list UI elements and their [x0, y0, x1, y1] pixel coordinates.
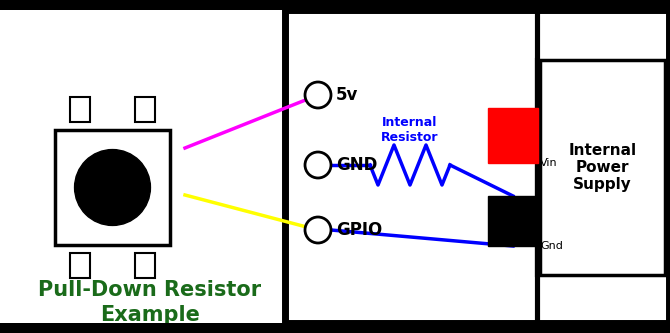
Bar [488, 196, 538, 246]
Bar [0, 0, 670, 10]
Text: Internal
Power
Supply: Internal Power Supply [568, 143, 636, 192]
Circle shape [305, 152, 331, 178]
Bar [135, 97, 155, 122]
Circle shape [74, 150, 151, 225]
Circle shape [305, 82, 331, 108]
Bar [285, 10, 669, 323]
Bar [135, 253, 155, 278]
Circle shape [305, 217, 331, 243]
Bar [55, 130, 170, 245]
Bar [0, 323, 670, 333]
Text: GPIO: GPIO [336, 221, 383, 239]
Text: GND: GND [336, 156, 377, 174]
Bar [70, 97, 90, 122]
Text: 5v: 5v [336, 86, 358, 104]
Text: Pull-Down Resistor: Pull-Down Resistor [38, 280, 261, 300]
Text: Vin: Vin [540, 158, 557, 168]
Bar [488, 108, 538, 163]
Text: Internal
Resistor: Internal Resistor [381, 116, 439, 144]
Bar [540, 60, 665, 275]
Bar [70, 253, 90, 278]
Text: Gnd: Gnd [540, 241, 563, 251]
Text: Example: Example [100, 305, 200, 325]
